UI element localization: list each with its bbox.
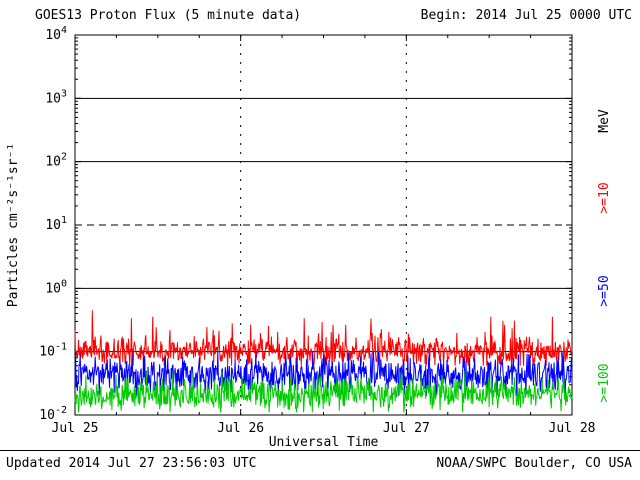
y-tick-label: 10-1 — [39, 342, 67, 360]
x-tick-label: Jul 27 — [383, 421, 430, 436]
begin-timestamp: Begin: 2014 Jul 25 0000 UTC — [420, 8, 632, 23]
legend-label-ge50: >=50 — [597, 275, 612, 307]
series-line--50-mev — [74, 351, 573, 396]
y-tick-label: 104 — [45, 25, 67, 43]
y-axis-label: Particles cm⁻²s⁻¹sr⁻¹ — [6, 142, 21, 308]
x-tick-label: Jul 25 — [52, 421, 99, 436]
source-credit: NOAA/SWPC Boulder, CO USA — [436, 456, 632, 471]
series-line--100-mev — [74, 370, 573, 413]
updated-timestamp: Updated 2014 Jul 27 23:56:03 UTC — [6, 456, 257, 471]
y-tick-label: 101 — [45, 215, 67, 233]
footer-divider — [0, 450, 640, 451]
legend-label-ge100: >=100 — [597, 363, 612, 403]
y-tick-label: 100 — [45, 278, 67, 296]
y-tick-label: 10-2 — [39, 405, 67, 423]
chart-title: GOES13 Proton Flux (5 minute data) — [35, 8, 302, 23]
y-tick-label: 102 — [45, 152, 67, 170]
x-tick-label: Jul 28 — [549, 421, 596, 436]
x-tick-label: Jul 26 — [217, 421, 264, 436]
y-tick-label: 103 — [45, 88, 67, 106]
legend-label-ge10: >=10 — [597, 182, 612, 214]
plot-border — [74, 34, 573, 416]
x-axis-title: Universal Time — [269, 435, 379, 450]
